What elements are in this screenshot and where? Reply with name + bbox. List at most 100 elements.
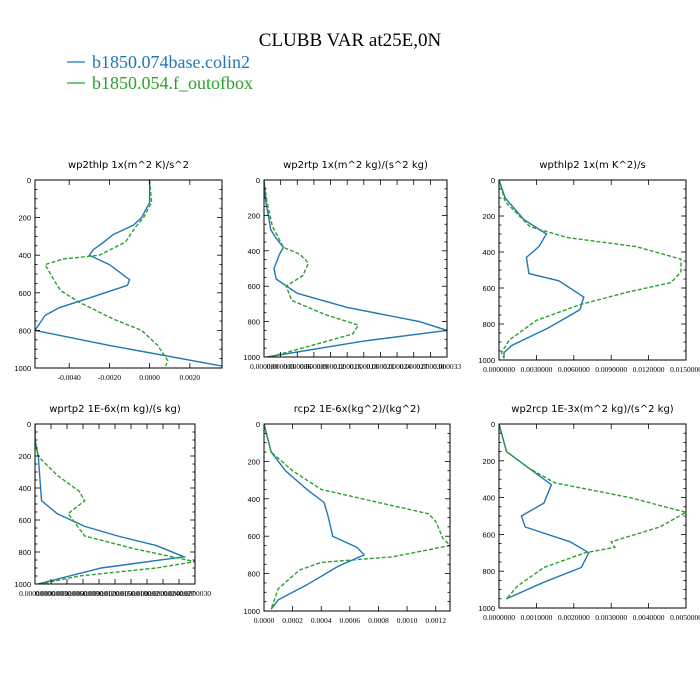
- y-tick-label: 600: [247, 282, 260, 291]
- x-tick-label: 0.0040000: [633, 613, 665, 622]
- y-tick-label: 0: [491, 420, 495, 429]
- x-tick-label: 0.0000012: [83, 589, 115, 598]
- x-tick-label: 0.0006: [340, 616, 361, 625]
- panels: wp2thlp 1x(m^2 K)/s^2 0 200 400 600 800 1000 -0…: [14, 160, 700, 625]
- series-line-outofbox: [264, 424, 450, 610]
- x-tick-label: 0.0000: [254, 616, 275, 625]
- plot-frame: [498, 179, 687, 361]
- plot-frame: [498, 423, 687, 609]
- y-tick-label: 1000: [478, 604, 495, 613]
- x-tick-label: 0.0010: [397, 616, 418, 625]
- x-tick-label: 0.0000003: [35, 589, 67, 598]
- figure-title: CLUBB VAR at25E,0N: [259, 30, 442, 51]
- y-tick-label: 600: [482, 530, 495, 539]
- plot-frame: [263, 179, 448, 358]
- y-tick-label: 600: [482, 284, 495, 293]
- x-tick-label: 0.0000027: [163, 589, 195, 598]
- y-tick-label: 600: [18, 516, 31, 525]
- x-tick-label: 0.0000021: [131, 589, 163, 598]
- y-tick-label: 800: [247, 318, 260, 327]
- x-tick-label: 0.000012: [316, 362, 344, 371]
- legend-label-base: b1850.074base.colin2: [92, 52, 250, 72]
- x-tick-label: 0.000009: [300, 362, 328, 371]
- y-tick-label: 0: [27, 420, 31, 429]
- legend-label-outofbox: b1850.054.f_outofbox: [92, 73, 253, 93]
- y-tick-label: 1000: [243, 607, 260, 616]
- y-tick-label: 600: [247, 532, 260, 541]
- y-tick-label: 400: [18, 484, 31, 493]
- panel-wprtp2: wprtp2 1E-6x(m kg)/(s kg) 0 200 400 600 800 10…: [14, 404, 211, 598]
- y-tick-label: 0: [256, 420, 260, 429]
- panel-wp2rcp: wp2rcp 1E-3x(m^2 kg)/(s^2 kg) 0 200 400 600 8…: [478, 404, 700, 622]
- x-tick-label: 0.0000018: [115, 589, 147, 598]
- x-tick-label: 0.000027: [400, 362, 428, 371]
- series-line-outofbox: [35, 424, 195, 584]
- x-tick-label: 0.0008: [368, 616, 389, 625]
- y-tick-label: 400: [18, 251, 31, 260]
- x-tick-label: 0.0090000: [595, 365, 627, 374]
- y-tick-label: 200: [482, 212, 495, 221]
- x-tick-label: 0.0000009: [67, 589, 99, 598]
- x-tick-label: 0.000006: [283, 362, 311, 371]
- x-tick-label: 0.0020: [180, 373, 201, 382]
- plot-frame: [263, 423, 451, 612]
- panel-title-wp2rtp: wp2rtp 1x(m^2 kg)/(s^2 kg): [283, 160, 428, 171]
- x-tick-label: 0.0010000: [520, 613, 552, 622]
- x-tick-label: 0.0000024: [147, 589, 179, 598]
- series-line-outofbox: [499, 424, 686, 600]
- y-tick-label: 400: [482, 494, 495, 503]
- y-tick-label: 400: [482, 248, 495, 257]
- x-tick-label: -0.0040: [58, 373, 81, 382]
- x-tick-label: 0.0012: [425, 616, 446, 625]
- x-tick-label: -0.0020: [98, 373, 121, 382]
- series-line-outofbox: [264, 180, 360, 357]
- y-tick-label: 800: [247, 570, 260, 579]
- y-tick-label: 0: [256, 176, 260, 185]
- x-tick-label: 0.0000006: [51, 589, 83, 598]
- x-tick-label: 0.000021: [366, 362, 394, 371]
- x-tick-label: 0.0000000: [483, 613, 515, 622]
- panel-rcp2: rcp2 1E-6x(kg^2)/(kg^2) 0 200 400 600 800 1000…: [243, 404, 451, 625]
- y-tick-label: 200: [18, 214, 31, 223]
- series-line-base: [264, 424, 366, 610]
- x-tick-label: 0.0120000: [633, 365, 665, 374]
- y-tick-label: 400: [247, 247, 260, 256]
- y-tick-label: 1000: [14, 580, 31, 589]
- panel-wp2thlp: wp2thlp 1x(m^2 K)/s^2 0 200 400 600 800 1000 -0…: [14, 160, 223, 382]
- x-tick-label: 0.0004: [311, 616, 332, 625]
- series-line-base: [35, 180, 222, 367]
- y-tick-label: 600: [18, 289, 31, 298]
- y-tick-label: 200: [18, 452, 31, 461]
- panel-title-wp2rcp: wp2rcp 1E-3x(m^2 kg)/(s^2 kg): [511, 404, 674, 415]
- panel-wpthlp2: wpthlp2 1x(m K^2)/s020040060080010000.00…: [478, 160, 700, 374]
- series-line-base: [264, 180, 447, 357]
- panel-wp2rtp: wp2rtp 1x(m^2 kg)/(s^2 kg) 0 200 400 600 800 1…: [243, 160, 461, 371]
- y-tick-label: 0: [27, 176, 31, 185]
- x-tick-label: 0.0030000: [595, 613, 627, 622]
- x-tick-label: 0.0050000: [670, 613, 700, 622]
- x-tick-label: 0.0000000: [19, 589, 51, 598]
- x-tick-label: 0.000003: [267, 362, 295, 371]
- plot-frame: [34, 179, 223, 369]
- x-tick-label: 0.0000015: [99, 589, 131, 598]
- x-tick-label: 0.0002: [282, 616, 303, 625]
- series-line-outofbox: [499, 180, 682, 359]
- y-tick-label: 1000: [478, 356, 495, 365]
- panel-title-wprtp2: wprtp2 1E-6x(m kg)/(s kg): [49, 404, 181, 415]
- x-tick-label: 0.0000000: [483, 365, 515, 374]
- series-line-base: [499, 180, 585, 359]
- x-tick-label: 0.0020000: [558, 613, 590, 622]
- y-tick-label: 400: [247, 495, 260, 504]
- panel-title-wp2thlp: wp2thlp 1x(m^2 K)/s^2: [68, 160, 189, 171]
- x-tick-label: 0.000015: [333, 362, 361, 371]
- legend: b1850.074base.colin2 b1850.054.f_outofbo…: [67, 52, 253, 93]
- y-tick-label: 1000: [243, 353, 260, 362]
- series-line-base: [35, 424, 187, 584]
- y-tick-label: 0: [491, 176, 495, 185]
- panel-title-wpthlp2: wpthlp2 1x(m K^2)/s: [539, 160, 645, 171]
- x-tick-label: 0.000033: [433, 362, 461, 371]
- y-tick-label: 1000: [14, 364, 31, 373]
- y-tick-label: 800: [482, 320, 495, 329]
- x-tick-label: 0.0000: [139, 373, 160, 382]
